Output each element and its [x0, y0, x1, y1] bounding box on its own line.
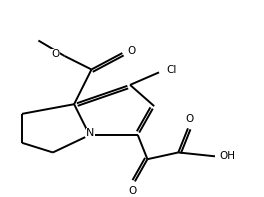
Text: O: O	[129, 186, 137, 196]
Text: Cl: Cl	[167, 65, 177, 75]
Text: N: N	[86, 128, 95, 138]
Text: O: O	[127, 46, 135, 56]
Text: OH: OH	[220, 151, 236, 161]
Text: O: O	[186, 113, 194, 124]
Text: O: O	[51, 49, 60, 59]
